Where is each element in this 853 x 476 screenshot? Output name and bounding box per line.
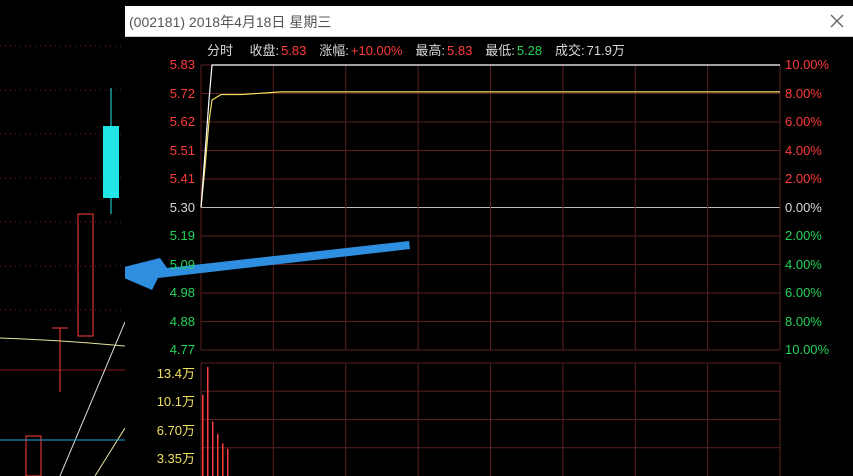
price-axis-label: 5.72: [169, 85, 195, 101]
popup-title: (002181) 2018年4月18日 星期三: [129, 14, 332, 30]
price-axis-label: 4.77: [169, 342, 195, 357]
price-axis-label: 5.30: [169, 199, 195, 215]
price-axis-label: 5.83: [169, 57, 195, 72]
percent-axis-label: 0.00%: [785, 199, 822, 215]
background-kline-chart: [0, 45, 125, 476]
arrow-shape: [125, 241, 410, 290]
kline-dotted-gridlines: [0, 45, 125, 311]
volume-bar: [207, 367, 209, 476]
price-line: [200, 64, 780, 208]
volume-bar: [217, 433, 219, 476]
percent-axis-label: 6.00%: [785, 285, 822, 300]
quote-info-bar: 分时 收盘: 5.83 涨幅: +10.00% 最高: 5.83 最低: 5.28 成交…: [207, 40, 627, 59]
percent-axis-label: 10.00%: [785, 57, 830, 72]
price-axis-label: 5.09: [169, 256, 195, 272]
close-label: 收盘:: [249, 43, 280, 58]
change-label: 涨幅:: [319, 43, 349, 58]
close-value: 5.83: [281, 43, 307, 58]
volume-bar: [227, 448, 229, 476]
percent-axis-label: 8.00%: [785, 313, 822, 329]
chart-grid: [200, 64, 781, 476]
kline-ma-yellow2: [94, 427, 125, 476]
percent-axis-label: 2.00%: [785, 171, 822, 186]
low-value: 5.28: [516, 43, 543, 58]
percent-axis-label: 4.00%: [785, 142, 822, 158]
close-icon[interactable]: [825, 9, 849, 33]
high-value: 5.83: [447, 43, 473, 58]
volume-value: 71.9万: [586, 43, 625, 58]
volume-axis-label: 3.35万: [156, 450, 195, 466]
volume-axis-label: 6.70万: [156, 422, 195, 438]
kline-red-candle: [77, 213, 94, 337]
kline-cyan-candle: [103, 126, 119, 198]
volume-bar: [212, 421, 214, 476]
volume-axis-label: 13.4万: [156, 366, 195, 381]
volume-bar: [202, 394, 204, 476]
mode-label: 分时: [207, 43, 234, 58]
high-label: 最高:: [415, 43, 446, 58]
kline-ma-white: [59, 321, 125, 476]
volume-axis-label: 10.1万: [156, 394, 195, 410]
intraday-popup-window: (002181) 2018年4月18日 星期三 分时 收盘: 5.83 涨幅: +1…: [125, 6, 853, 476]
intraday-chart: [125, 64, 781, 476]
kline-ma-yellow: [0, 337, 125, 347]
volume-label: 成交:: [554, 43, 585, 58]
popup-titlebar[interactable]: (002181) 2018年4月18日 星期三: [125, 6, 853, 37]
kline-volume-bar: [25, 435, 42, 476]
annotation-arrow: [125, 241, 410, 290]
percent-axis-label: 2.00%: [785, 228, 822, 243]
price-axis-label: 5.19: [169, 228, 195, 243]
price-axis-label: 4.98: [169, 285, 195, 300]
percent-axis-label: 4.00%: [785, 256, 822, 272]
price-axis-label: 5.41: [169, 171, 195, 186]
price-axis-label: 5.62: [169, 114, 195, 129]
low-label: 最低:: [485, 43, 515, 58]
average-price-line: [200, 91, 780, 208]
volume-bars: [202, 367, 229, 476]
volume-bar: [222, 443, 224, 476]
price-axis-label: 5.51: [169, 142, 195, 158]
change-value: +10.00%: [350, 43, 403, 58]
price-axis-label: 4.88: [169, 313, 195, 329]
percent-axis-label: 10.00%: [785, 342, 830, 357]
percent-axis-label: 6.00%: [785, 114, 822, 129]
percent-axis-label: 8.00%: [785, 85, 822, 101]
